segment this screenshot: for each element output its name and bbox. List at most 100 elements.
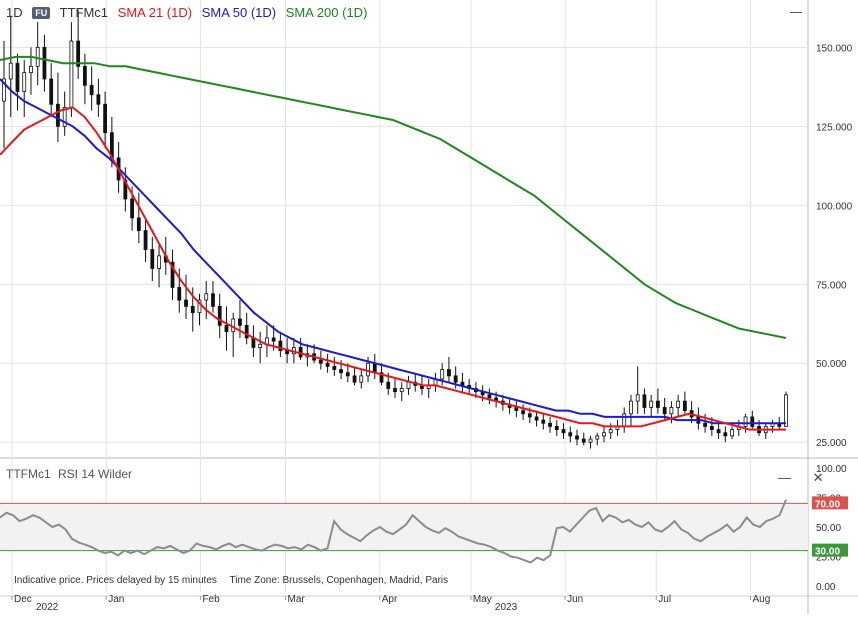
candle-body — [393, 388, 397, 393]
candle-body — [352, 375, 357, 383]
rsi-line — [0, 499, 787, 564]
candle-body — [130, 198, 134, 219]
candle-body — [258, 343, 263, 348]
candle-body — [527, 413, 532, 418]
sma21-line — [0, 106, 786, 431]
candle-body — [595, 435, 600, 440]
candle-body — [440, 369, 445, 380]
rsi-band-label: 30.00 — [815, 547, 840, 558]
candle-body — [372, 362, 377, 374]
candle-body — [386, 381, 391, 389]
candle-body — [649, 400, 654, 408]
candle-body — [642, 394, 647, 408]
candle-body — [743, 416, 748, 427]
legend-sma200[interactable]: SMA 200 (1D) — [285, 5, 368, 20]
candle-body — [588, 438, 593, 443]
candle-body — [784, 394, 788, 427]
candle-body — [325, 362, 330, 367]
candle-body — [332, 365, 337, 370]
candle-body — [42, 46, 47, 80]
candle-body — [662, 407, 667, 415]
candle-body — [716, 429, 721, 434]
candle-body — [366, 362, 370, 377]
candle-body — [602, 432, 606, 437]
candle-body — [359, 375, 364, 383]
candle-body — [575, 435, 579, 440]
x-tick-label: Jun — [567, 594, 583, 605]
delay-notice: Indicative price. Prices delayed by 15 m… — [14, 575, 217, 586]
candle-body — [244, 324, 249, 339]
candle-body — [76, 40, 81, 67]
sma50-line — [0, 78, 786, 425]
symbol-label[interactable]: TTFMc1 — [59, 5, 109, 20]
candle-body — [339, 369, 343, 374]
interval-label[interactable]: 1D — [6, 5, 23, 20]
x-tick-label: Jul — [658, 594, 671, 605]
x-tick-label: Dec — [14, 594, 32, 605]
candle-body — [709, 426, 714, 430]
x-tick-label: Aug — [752, 594, 770, 605]
rsi-header: TTFMc1 RSI 14 Wilder — [6, 467, 132, 481]
x-year-label: 2022 — [36, 602, 59, 613]
candle-body — [608, 429, 613, 434]
rsi-band-badge — [812, 496, 848, 510]
candle-body — [103, 103, 108, 134]
sma200-line — [0, 55, 787, 339]
x-tick-label: Jan — [108, 594, 124, 605]
candle-body — [656, 400, 660, 408]
futures-badge: FU — [32, 7, 51, 19]
candle-body — [204, 293, 209, 301]
candle-body — [723, 432, 728, 437]
candle-body — [62, 106, 67, 127]
candle-body — [676, 400, 681, 408]
candle-body — [750, 416, 755, 427]
candle-body — [629, 400, 633, 415]
close-icon[interactable]: ✕ — [812, 470, 824, 485]
candle-body — [561, 429, 566, 434]
candle-body — [703, 422, 708, 427]
candle-body — [96, 94, 101, 105]
rsi-y-tick-label: 100.00 — [816, 464, 847, 475]
legend-sma50[interactable]: SMA 50 (1D) — [201, 5, 277, 20]
candle-body — [521, 410, 525, 415]
rsi-y-tick-label: 50.00 — [816, 523, 841, 534]
candle-body — [345, 372, 350, 377]
candle-body — [379, 372, 384, 383]
candle-body — [581, 438, 586, 443]
candle-body — [211, 293, 215, 307]
candle-body — [143, 230, 148, 250]
candle-body — [534, 416, 539, 421]
candle-body — [682, 400, 687, 412]
candle-body — [29, 65, 33, 74]
rsi-indicator-name[interactable]: RSI 14 Wilder — [58, 467, 133, 481]
candle-body — [49, 78, 54, 105]
main-y-tick-label: 150.000 — [816, 43, 853, 54]
minimize-icon[interactable] — [790, 12, 802, 20]
price-notice: Indicative price. Prices delayed by 15 m… — [14, 575, 458, 586]
timezone-notice: Time Zone: Brussels, Copenhagen, Madrid,… — [229, 575, 449, 586]
minimize-icon[interactable]: — — [778, 470, 791, 485]
candle-body — [554, 426, 559, 430]
candle-body — [8, 62, 13, 80]
candle-body — [669, 407, 674, 415]
candle-body — [35, 46, 40, 67]
main-y-tick-label: 75.000 — [816, 280, 847, 291]
candle-body — [69, 40, 74, 108]
candle-body — [453, 375, 458, 383]
main-y-tick-label: 125.000 — [816, 122, 853, 133]
candle-body — [447, 369, 451, 377]
candle-body — [217, 305, 222, 326]
x-tick-label: Mar — [288, 594, 306, 605]
candle-body — [15, 62, 20, 92]
candle-body — [22, 72, 27, 93]
candle-body — [548, 422, 552, 427]
rsi-band-badge — [812, 543, 848, 557]
candle-body — [514, 407, 519, 412]
x-tick-label: Apr — [382, 594, 398, 605]
candle-body — [224, 324, 229, 333]
candle-body — [231, 318, 236, 333]
candle-body — [190, 305, 195, 314]
candle-body — [730, 429, 734, 437]
legend-sma21[interactable]: SMA 21 (1D) — [117, 5, 193, 20]
candle-body — [157, 255, 161, 269]
